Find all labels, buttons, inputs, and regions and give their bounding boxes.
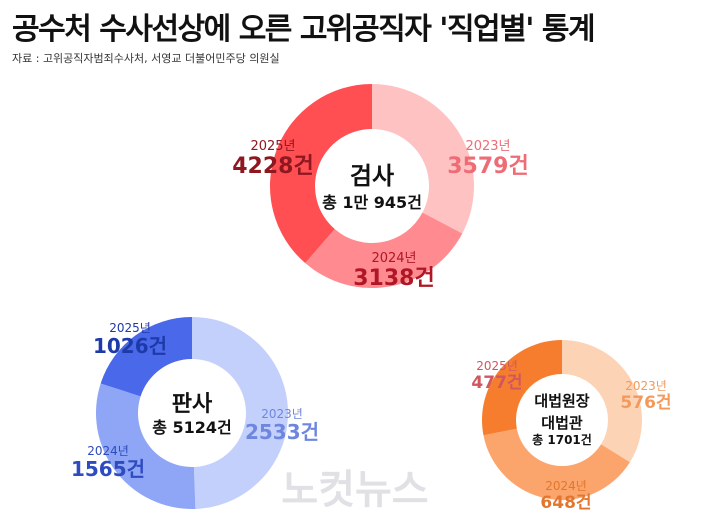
slice-year-label: 2025년	[476, 359, 518, 373]
slice-value-label: 4228건	[232, 154, 313, 179]
donut-slice-2025년	[100, 317, 192, 397]
slice-value-label: 3579건	[447, 154, 528, 179]
slice-value-label: 477건	[471, 373, 522, 393]
slice-year-label: 2024년	[545, 479, 587, 493]
center-total-label: 총 1701건	[532, 432, 592, 447]
slice-value-label: 576건	[620, 393, 671, 413]
page-title: 공수처 수사선상에 오른 고위공직자 '직업별' 통계	[12, 12, 596, 47]
donut-slice-2023년	[192, 317, 288, 509]
donut-slice-2024년	[96, 383, 196, 509]
slice-value-label: 2533건	[245, 420, 319, 444]
watermark: 노컷뉴스	[281, 467, 428, 513]
donut-slice-2023년	[372, 84, 475, 234]
center-category-label: 판사	[172, 392, 213, 417]
slice-year-label: 2025년	[109, 321, 151, 335]
slice-year-label: 2023년	[465, 139, 510, 154]
donut-slice-2024년	[305, 212, 463, 288]
slice-year-label: 2023년	[261, 407, 303, 421]
center-category-label: 검사	[350, 162, 394, 190]
source-note: 자료 : 고위공직자범죄수사처, 서영교 더불어민주당 의원실	[12, 52, 280, 65]
donut-slice-2025년	[481, 340, 562, 436]
slice-year-label: 2023년	[625, 379, 667, 393]
slice-value-label: 648건	[540, 493, 591, 513]
center-total-label: 총 1만 945건	[322, 193, 422, 212]
center-category-label: 대법관	[541, 414, 583, 432]
slice-year-label: 2024년	[87, 444, 129, 458]
slice-value-label: 1565건	[71, 457, 145, 481]
donut-slice-2024년	[483, 428, 630, 501]
center-total-label: 총 5124건	[152, 418, 232, 437]
donut-slice-2025년	[270, 84, 372, 264]
donut-slice-2023년	[562, 340, 642, 463]
slice-value-label: 1026건	[93, 334, 167, 358]
slice-year-label: 2024년	[371, 251, 416, 266]
center-category-label: 대법원장	[534, 392, 589, 410]
slice-value-label: 3138건	[353, 266, 434, 291]
slice-year-label: 2025년	[250, 139, 295, 154]
